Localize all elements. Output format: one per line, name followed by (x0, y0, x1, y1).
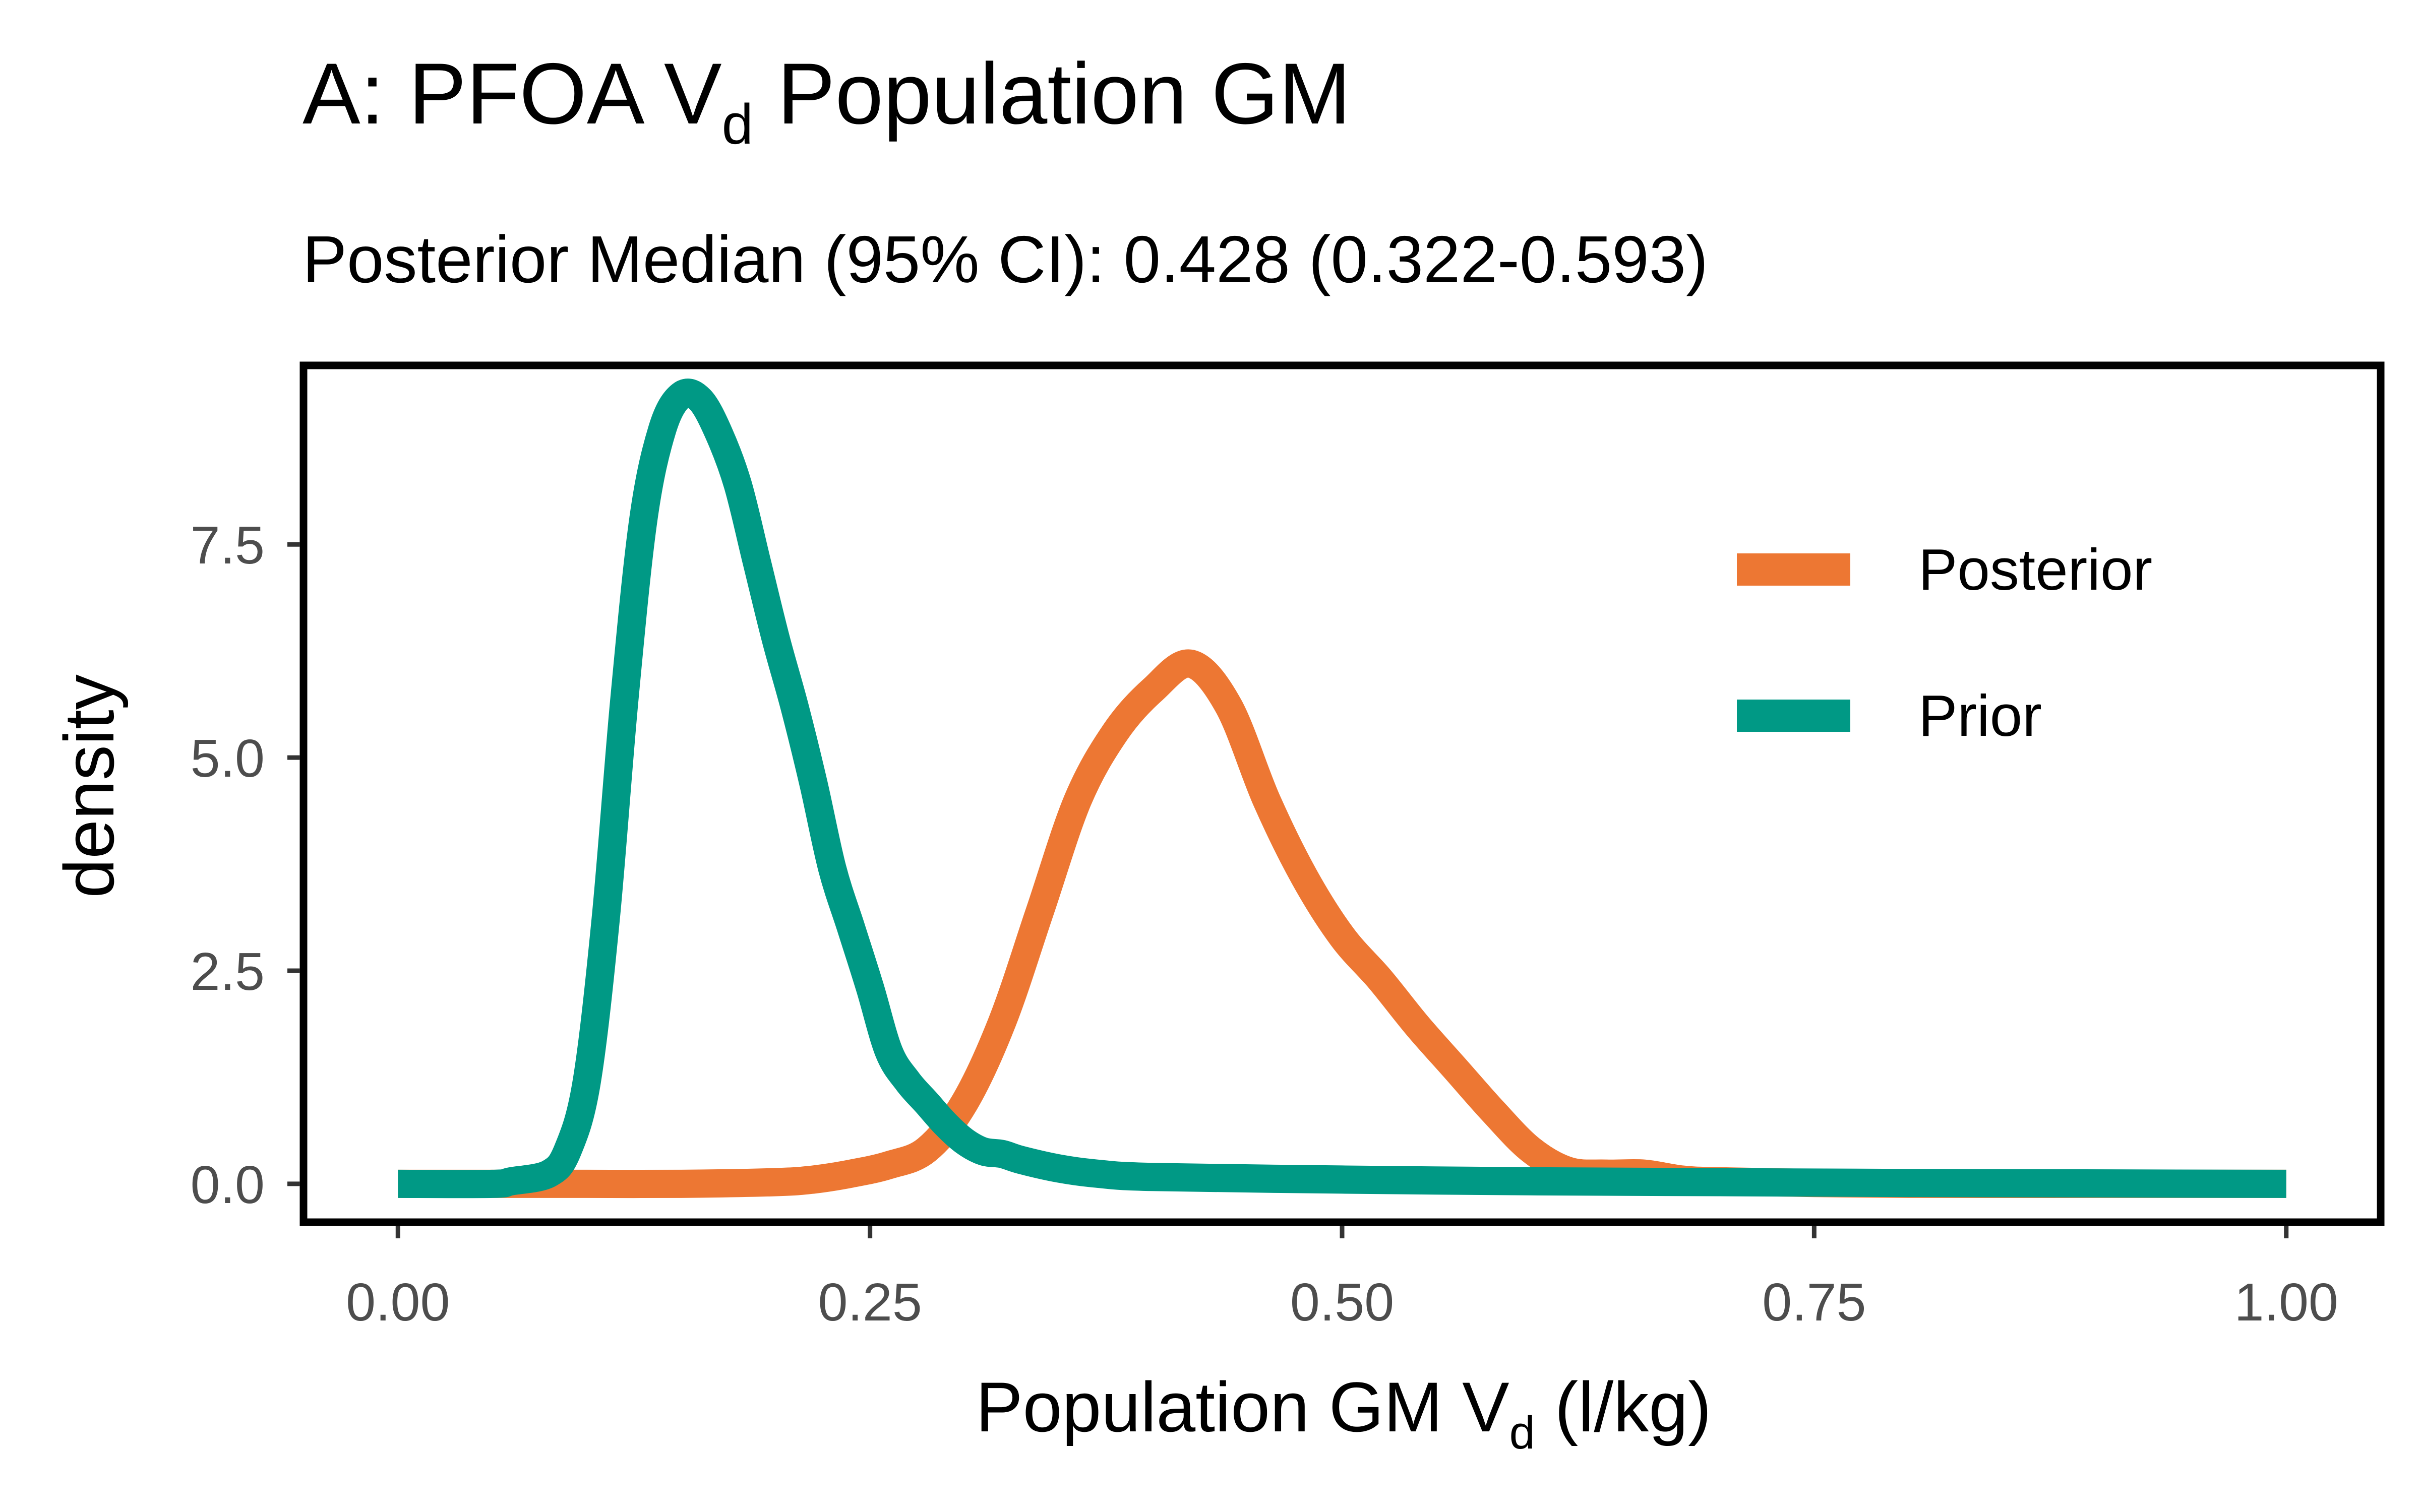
y-tick-label: 2.5 (191, 942, 265, 1001)
x-axis: 0.00 0.25 0.50 0.75 1.00 (346, 1226, 2338, 1332)
x-tick-label: 0.00 (346, 1273, 450, 1332)
chart-title-suffix: Population GM (753, 45, 1351, 142)
x-tick-label: 0.75 (1762, 1273, 1866, 1332)
x-tick-label: 0.50 (1290, 1273, 1394, 1332)
x-axis-title: Population GM Vd (l/kg) (976, 1367, 1712, 1459)
x-tick-label: 0.25 (818, 1273, 922, 1332)
chart-title: A: PFOA Vd Population GM (302, 45, 1351, 156)
legend-label-posterior: Posterior (1918, 537, 2152, 602)
legend-label-prior: Prior (1918, 683, 2042, 748)
x-axis-title-suffix: (l/kg) (1535, 1367, 1712, 1446)
series-layer (398, 379, 2286, 1199)
chart-title-prefix: A: PFOA V (302, 45, 722, 142)
y-axis-title: density (49, 674, 129, 898)
series-line-prior (398, 379, 2286, 1199)
legend: Posterior Prior (1737, 537, 2152, 748)
y-tick-label: 0.0 (191, 1155, 265, 1215)
y-axis: 0.0 2.5 5.0 7.5 (191, 516, 300, 1215)
y-tick-label: 7.5 (191, 516, 265, 575)
y-tick-label: 5.0 (191, 729, 265, 788)
chart-subtitle: Posterior Median (95% CI): 0.428 (0.322-… (302, 222, 1708, 296)
x-tick-label: 1.00 (2234, 1273, 2338, 1332)
x-axis-title-prefix: Population GM V (976, 1367, 1509, 1446)
plot-panel-border (299, 361, 2385, 1226)
chart-title-subscript: d (722, 93, 753, 156)
x-axis-title-subscript: d (1509, 1407, 1535, 1459)
